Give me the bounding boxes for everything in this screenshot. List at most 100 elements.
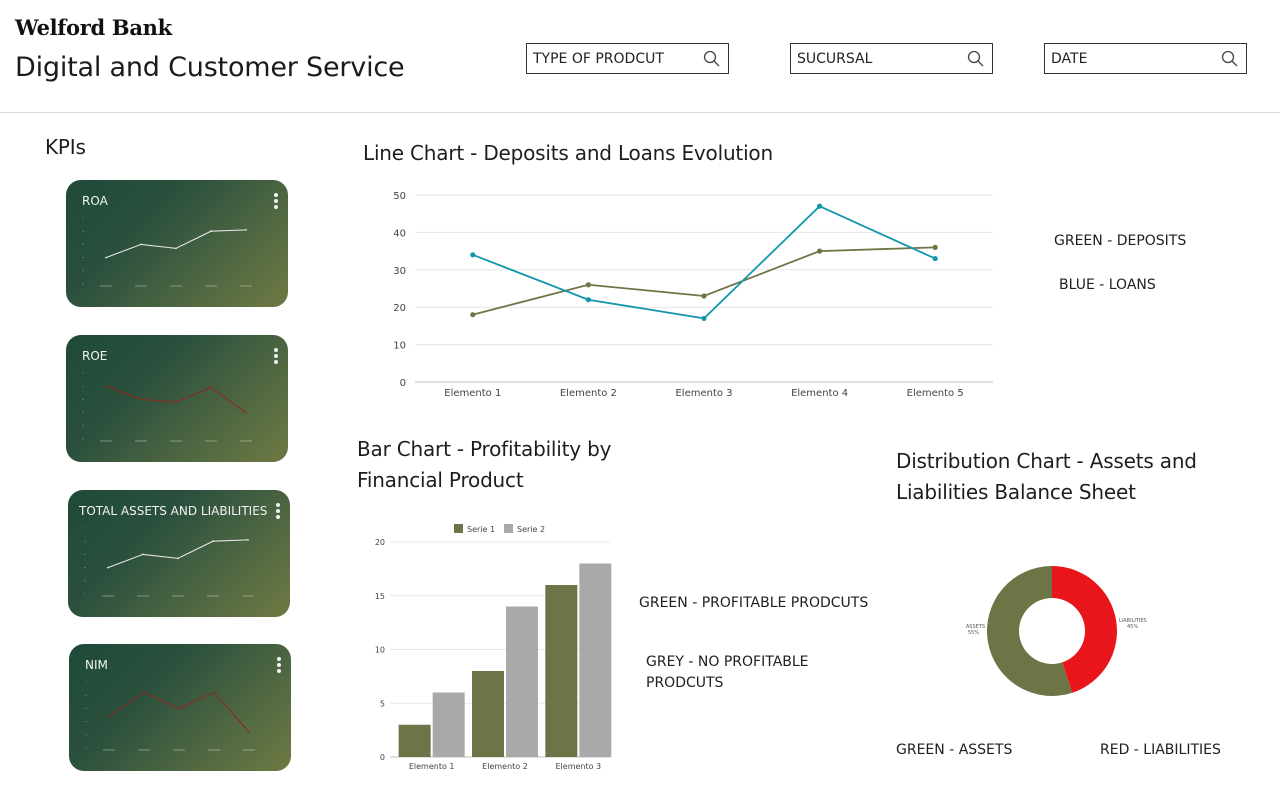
bar-chart-legend-label: Serie 1 [467, 525, 495, 534]
kpi-point [210, 230, 212, 233]
kpi-sparkline [82, 372, 252, 442]
more-options-icon[interactable] [273, 193, 279, 211]
line-chart-point [701, 315, 707, 322]
line-chart-y-tick-label: 0 [400, 378, 406, 389]
kpi-label: ROA [82, 194, 108, 208]
line-chart-point [585, 297, 591, 303]
bar-chart-y-tick-label: 15 [375, 592, 385, 601]
bar-chart-bar [545, 585, 578, 757]
kpi-sparkline [82, 217, 252, 287]
bar-chart-bar [432, 692, 465, 757]
page-title: Digital and Customer Service [15, 52, 405, 83]
line-chart-series-2 [472, 205, 936, 320]
line-chart-y-tick-label: 40 [393, 228, 406, 239]
kpi-point [178, 707, 180, 710]
line-chart-y-tick-label: 10 [393, 341, 406, 352]
bar-chart-legend-swatch [504, 524, 513, 533]
line-chart-point [817, 203, 823, 209]
kpi-card-roe[interactable]: ROE [66, 335, 288, 462]
line-chart-point [470, 252, 476, 258]
kpi-point [143, 691, 145, 694]
header-divider [0, 112, 1280, 113]
bank-brand-name: Welford Bank [15, 15, 172, 40]
filter-sucursal[interactable]: SUCURSAL [790, 43, 993, 74]
line-chart-x-tick-label: Elemento 2 [560, 388, 617, 399]
bar-chart-y-tick-label: 0 [380, 753, 385, 762]
kpi-point [245, 411, 247, 414]
legend-profitable: GREEN - PROFITABLE PRODCUTS [639, 595, 869, 611]
bar-chart-bar [398, 724, 431, 757]
line-chart-point [585, 282, 591, 288]
line-chart-point [932, 255, 938, 262]
line-chart-x-tick-label: Elemento 1 [444, 388, 501, 399]
kpi-label: TOTAL ASSETS AND LIABILITIES [79, 504, 268, 518]
donut-slice-percent: 45% [1127, 624, 1138, 630]
kpi-card-roa[interactable]: ROA [66, 180, 288, 307]
kpi-point [177, 557, 179, 560]
donut-slice-label: ASSETS [966, 624, 985, 630]
bar-chart-x-tick-label: Elemento 3 [556, 762, 602, 771]
more-options-icon[interactable] [273, 348, 279, 366]
kpi-point [140, 243, 142, 246]
kpi-sparkline [84, 527, 254, 597]
line-chart-y-tick-label: 50 [393, 191, 406, 202]
kpi-point [212, 540, 214, 543]
donut-slice-liabilities [1052, 566, 1117, 693]
kpi-point [210, 386, 212, 389]
kpi-label: ROE [82, 349, 108, 363]
legend-assets: GREEN - ASSETS [896, 742, 1013, 758]
filter-date[interactable]: DATE [1044, 43, 1247, 74]
filter-type-of-product[interactable]: TYPE OF PRODCUT [526, 43, 729, 74]
kpi-series-line [105, 229, 247, 259]
bar-chart-y-tick-label: 5 [380, 699, 385, 708]
line-chart-point [932, 244, 938, 250]
kpi-label: NIM [85, 658, 108, 672]
kpi-card-nim[interactable]: NIM [69, 644, 291, 771]
line-chart-x-tick-label: Elemento 3 [675, 388, 732, 399]
kpi-point [107, 566, 109, 569]
bar-chart-title: Bar Chart - Profitability by Financial P… [357, 437, 612, 492]
bar-chart-y-tick-label: 10 [375, 646, 385, 655]
filter-date-label: DATE [1051, 50, 1088, 67]
kpi-point [247, 538, 249, 541]
line-chart-x-tick-label: Elemento 4 [791, 388, 848, 399]
bar-chart-x-tick-label: Elemento 1 [409, 762, 455, 771]
kpi-series-line [105, 385, 247, 414]
line-chart-point [470, 312, 476, 318]
filter-sucursal-label: SUCURSAL [797, 50, 873, 67]
line-chart-y-tick-label: 20 [393, 303, 406, 314]
kpi-point [248, 731, 250, 734]
donut-slice-label: LIABILITIES [1119, 618, 1147, 624]
kpi-series-line [108, 691, 250, 733]
legend-deposits: GREEN - DEPOSITS [1054, 233, 1187, 249]
legend-loans: BLUE - LOANS [1059, 277, 1156, 293]
kpi-series-line [107, 539, 249, 569]
more-options-icon[interactable] [276, 657, 282, 675]
bar-chart-bar [506, 606, 538, 757]
kpis-title: KPIs [45, 135, 86, 159]
bar-chart-bar [472, 671, 504, 757]
kpi-point [175, 401, 177, 403]
kpi-point [175, 247, 177, 250]
kpi-point [105, 256, 107, 259]
legend-no-profitable: GREY - NO PROFITABLE PRODCUTS [646, 654, 809, 691]
line-chart: 0 10 20 30 40 50 Elemento 1 Elemento 2 Elemento … [393, 191, 993, 399]
bar-chart-x-tick-label: Elemento 2 [482, 762, 528, 771]
kpi-point [140, 398, 142, 401]
line-chart-point [817, 248, 823, 254]
bar-chart-legend-label: Serie 2 [517, 525, 545, 534]
filter-type-of-product-label: TYPE OF PRODCUT [533, 50, 664, 67]
search-icon[interactable] [1220, 49, 1240, 69]
donut-slice-percent: 55% [968, 630, 979, 636]
more-options-icon[interactable] [275, 503, 281, 521]
line-chart-y-tick-label: 30 [393, 266, 406, 277]
donut-chart-title: Distribution Chart - Assets and Liabilit… [896, 449, 1197, 504]
line-chart-point [701, 293, 707, 299]
search-icon[interactable] [702, 49, 722, 69]
bar-chart-bar [579, 563, 612, 757]
kpi-card-total-assets-liabilities[interactable]: TOTAL ASSETS AND LIABILITIES [68, 490, 290, 617]
search-icon[interactable] [966, 49, 986, 69]
donut-slice-assets [987, 566, 1073, 696]
line-chart-x-tick-label: Elemento 5 [907, 388, 964, 399]
